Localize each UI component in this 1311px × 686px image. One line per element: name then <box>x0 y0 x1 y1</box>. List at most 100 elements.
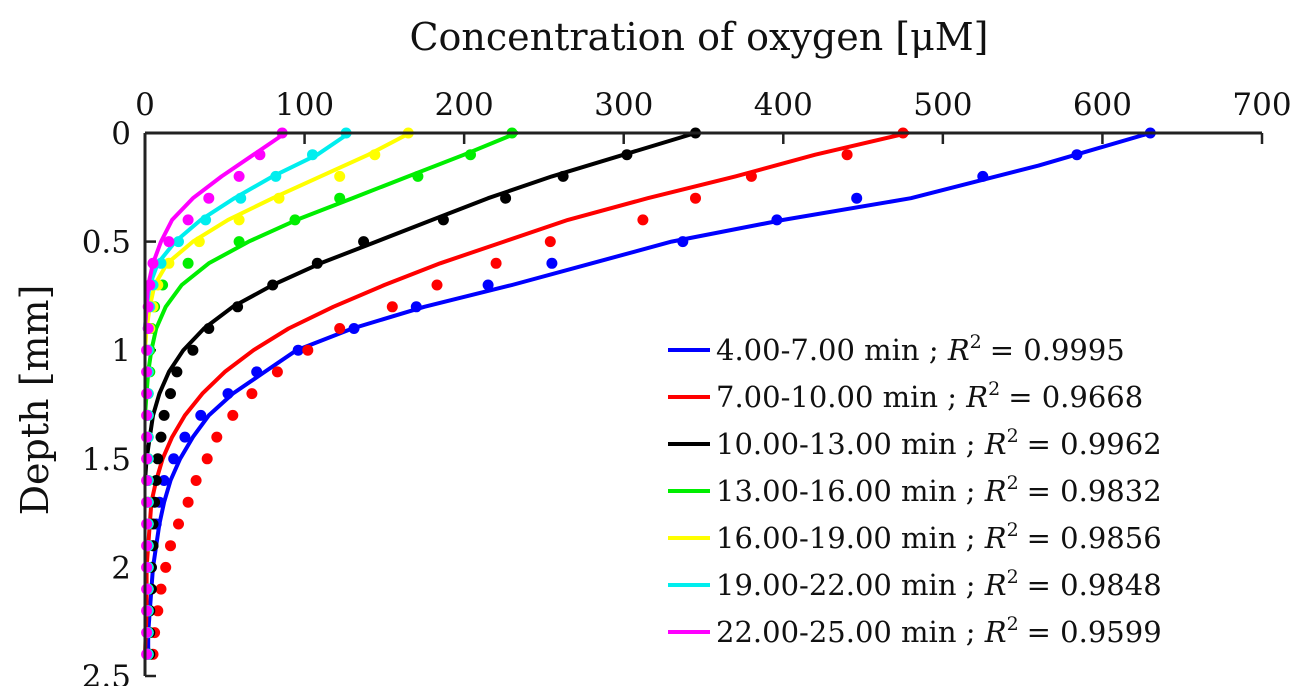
data-point-series-2 <box>182 496 194 508</box>
data-point-series-7 <box>141 431 153 443</box>
legend-r-symbol: R <box>965 380 988 414</box>
data-point-series-6 <box>235 192 247 204</box>
data-point-series-7 <box>141 496 153 508</box>
x-axis-title: Concentration of oxygen [μM] <box>409 15 988 59</box>
y-tick-label: 0.5 <box>82 225 131 261</box>
data-point-series-6 <box>173 236 184 248</box>
data-point-series-4 <box>289 214 301 226</box>
data-point-series-7 <box>141 366 153 378</box>
legend-superscript: 2 <box>1007 425 1019 447</box>
legend-superscript: 2 <box>1007 472 1019 494</box>
data-point-series-3 <box>267 279 279 291</box>
data-point-series-7 <box>141 518 153 530</box>
data-point-series-3 <box>500 192 512 204</box>
fit-curve-2 <box>143 131 910 657</box>
data-point-series-2 <box>190 475 202 486</box>
data-point-series-2 <box>490 257 502 269</box>
fit-curve-7 <box>143 131 288 331</box>
legend-entry: 13.00-16.00 min ; R2 = 0.9832 <box>716 472 1162 508</box>
data-point-series-7 <box>141 475 153 486</box>
x-tick-label: 500 <box>913 87 972 123</box>
legend-label: 19.00-22.00 min ; <box>716 568 985 602</box>
data-point-series-5 <box>193 236 205 248</box>
data-point-series-1 <box>158 475 170 486</box>
data-point-series-7 <box>147 257 159 269</box>
y-tick-label: 2 <box>111 550 131 586</box>
legend-r-symbol: R <box>984 568 1007 602</box>
y-tick-label: 1 <box>111 333 131 369</box>
data-point-series-1 <box>851 192 863 204</box>
legend-r2-value: = 0.9856 <box>1027 521 1162 555</box>
data-point-series-2 <box>637 214 649 226</box>
data-point-series-2 <box>173 518 184 530</box>
legend-superscript: 2 <box>1007 613 1019 635</box>
data-point-series-3 <box>165 388 176 400</box>
data-point-series-2 <box>152 605 164 617</box>
data-point-series-2 <box>201 453 213 465</box>
data-point-series-5 <box>369 149 381 161</box>
data-point-series-1 <box>222 388 234 400</box>
data-point-series-7 <box>141 583 153 595</box>
data-point-series-1 <box>1071 149 1083 161</box>
data-point-series-4 <box>334 192 346 204</box>
data-point-series-3 <box>171 366 183 378</box>
data-point-series-7 <box>141 648 153 660</box>
data-point-series-1 <box>168 453 180 465</box>
data-point-series-3 <box>557 170 569 182</box>
data-point-series-1 <box>771 214 783 226</box>
y-axis-ticks: 0 0.5 1 1.5 2 2.5 <box>82 116 156 686</box>
data-point-series-2 <box>160 561 172 573</box>
data-point-series-6 <box>155 257 167 269</box>
data-point-series-1 <box>546 257 558 269</box>
legend-label: 22.00-25.00 min ; <box>716 615 985 649</box>
legend-superscript: 2 <box>988 378 1000 400</box>
data-point-series-1 <box>251 366 263 378</box>
data-point-series-2 <box>155 583 167 595</box>
data-point-series-3 <box>150 475 162 486</box>
legend-r2-value: = 0.9599 <box>1027 615 1162 649</box>
fit-curve-5 <box>143 131 412 353</box>
data-point-series-5 <box>233 214 245 226</box>
legend-r-symbol: R <box>947 333 970 367</box>
x-tick-label: 600 <box>1073 87 1132 123</box>
data-point-series-1 <box>410 301 422 313</box>
data-point-series-2 <box>745 170 757 182</box>
data-point-series-6 <box>270 170 282 182</box>
data-point-series-5 <box>273 192 285 204</box>
data-point-series-1 <box>179 431 191 443</box>
data-point-series-7 <box>233 170 245 182</box>
data-point-series-4 <box>465 149 476 161</box>
x-tick-label: 100 <box>275 87 334 123</box>
legend-label: 13.00-16.00 min ; <box>716 474 985 508</box>
legend-entry: 7.00-10.00 min ; R2 = 0.9668 <box>716 378 1143 414</box>
data-point-series-2 <box>431 279 443 291</box>
fit-curve-4 <box>143 131 519 418</box>
x-tick-label: 200 <box>435 87 494 123</box>
data-point-series-7 <box>163 236 175 248</box>
legend-r2-value: = 0.9832 <box>1027 474 1162 508</box>
data-point-series-3 <box>203 323 215 334</box>
data-point-series-3 <box>158 409 170 421</box>
data-point-series-1 <box>348 323 360 334</box>
legend-superscript: 2 <box>1007 519 1019 541</box>
data-point-series-2 <box>841 149 853 161</box>
data-point-series-7 <box>141 627 153 639</box>
data-point-series-6 <box>200 214 212 226</box>
x-axis-ticks: 0 100 200 300 400 500 600 700 <box>135 87 1292 144</box>
data-point-series-1 <box>292 344 304 356</box>
x-tick-label: 0 <box>135 87 155 123</box>
legend-label: 16.00-19.00 min ; <box>716 521 985 555</box>
legend-r2-value: = 0.9668 <box>1008 380 1143 414</box>
data-point-series-4 <box>233 236 245 248</box>
data-point-series-7 <box>141 561 153 573</box>
legend-r2-value: = 0.9848 <box>1027 568 1162 602</box>
data-point-series-1 <box>482 279 494 291</box>
x-tick-label: 300 <box>594 87 653 123</box>
data-point-series-3 <box>152 453 164 465</box>
data-point-series-2 <box>302 344 314 356</box>
data-point-series-2 <box>386 301 398 313</box>
data-point-series-6 <box>307 149 318 161</box>
data-point-series-5 <box>334 170 346 182</box>
